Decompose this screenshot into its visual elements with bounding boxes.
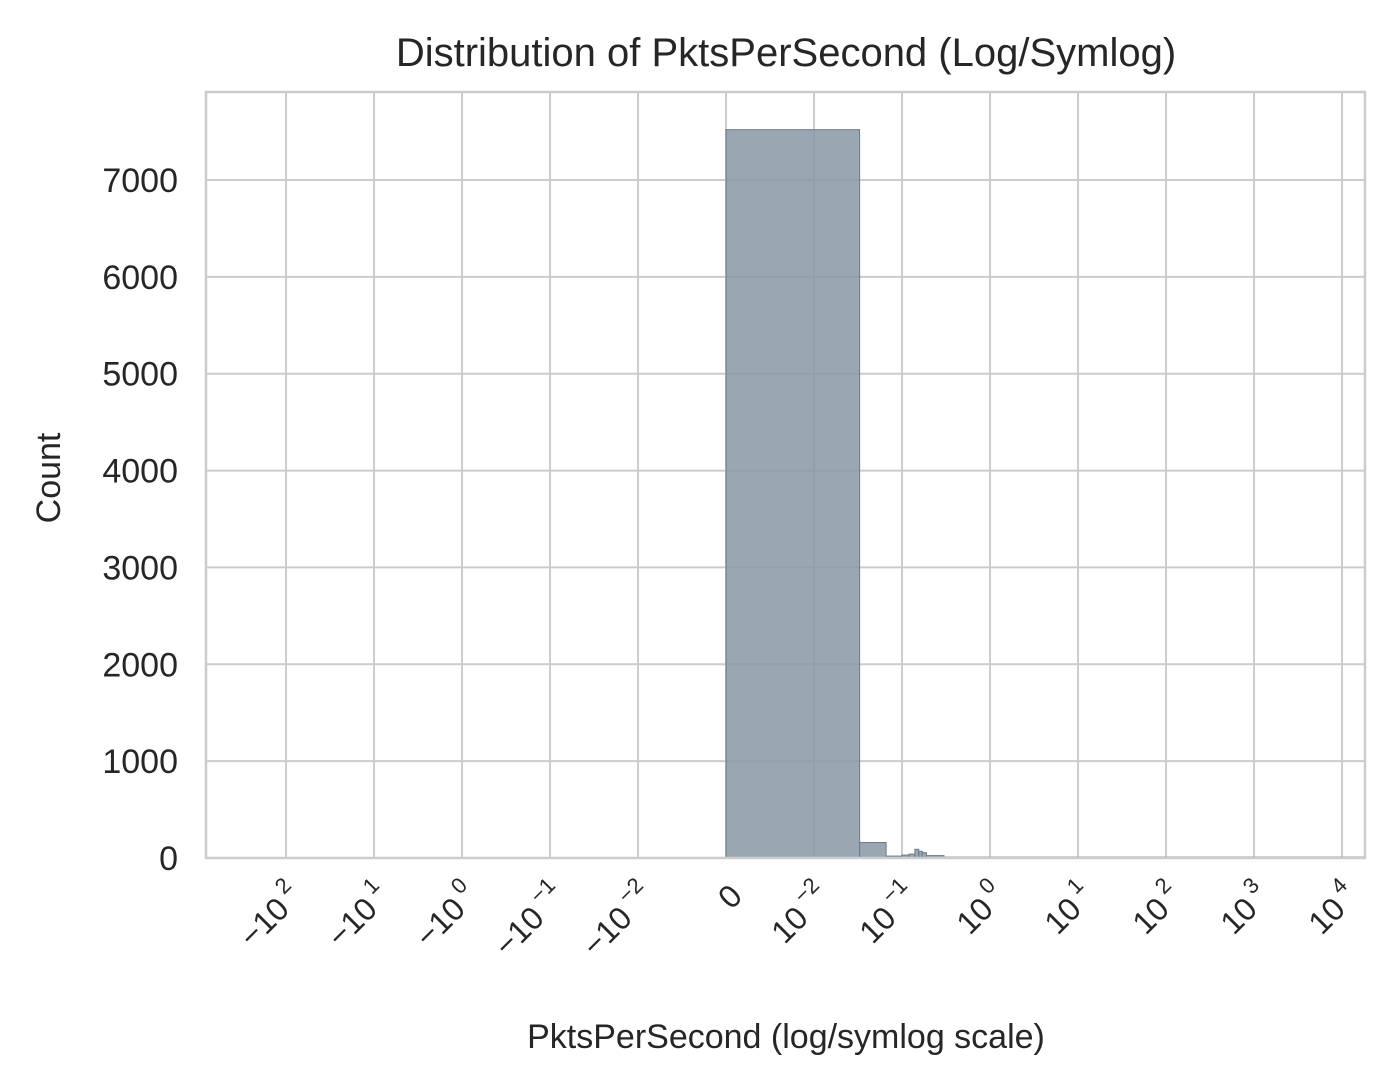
x-tick-label: 10 0 [944, 872, 1013, 941]
svg-text:−10 −1: −10 −1 [482, 872, 573, 963]
svg-text:10 3: 10 3 [1208, 872, 1277, 941]
svg-text:10 2: 10 2 [1120, 872, 1189, 941]
y-tick-label: 0 [159, 840, 178, 878]
y-tick-label: 1000 [102, 743, 178, 781]
histogram-bar [725, 129, 861, 859]
x-tick-label: 10 4 [1296, 872, 1365, 941]
x-tick-label: 10 −1 [847, 872, 925, 950]
x-tick-label: 0 [711, 877, 749, 915]
x-axis-label: PktsPerSecond (log/symlog scale) [527, 1018, 1045, 1056]
x-tick-label: −10 −1 [482, 872, 573, 963]
x-tick-label: 10 3 [1208, 872, 1277, 941]
bars-layer [725, 129, 1366, 859]
svg-text:−10 0: −10 0 [403, 872, 485, 954]
histogram-bar [859, 842, 887, 859]
x-tick-label: 10 2 [1120, 872, 1189, 941]
histogram-bar [914, 848, 920, 859]
x-tick-label: −10 2 [227, 872, 309, 954]
svg-text:10 −2: 10 −2 [759, 872, 837, 950]
svg-text:10 1: 10 1 [1032, 872, 1101, 941]
x-tick-label: 10 1 [1032, 872, 1101, 941]
y-tick-label: 2000 [102, 646, 178, 684]
svg-text:−10 1: −10 1 [315, 872, 397, 954]
svg-text:10 4: 10 4 [1296, 872, 1365, 941]
x-tick-label: 10 −2 [759, 872, 837, 950]
chart-title: Distribution of PktsPerSecond (Log/Symlo… [396, 31, 1176, 75]
svg-text:10 −1: 10 −1 [847, 872, 925, 950]
svg-text:−10 2: −10 2 [227, 872, 309, 954]
x-tick-label: −10 0 [403, 872, 485, 954]
y-tick-label: 6000 [102, 259, 178, 297]
x-tick-labels: −10 2−10 1−10 0−10 −1−10 −2 0 10 −210 −1 10… [227, 872, 1365, 963]
svg-text:−10 −2: −10 −2 [570, 872, 661, 963]
y-tick-label: 5000 [102, 356, 178, 394]
svg-text:0: 0 [711, 877, 749, 915]
svg-text:10 0: 10 0 [944, 872, 1013, 941]
plot-frame [204, 90, 1367, 860]
y-tick-labels: 0 1000 2000 3000 4000 5000 6000 7000 [102, 162, 178, 878]
x-tick-label: −10 1 [315, 872, 397, 954]
y-tick-label: 4000 [102, 453, 178, 491]
y-tick-label: 3000 [102, 549, 178, 587]
x-tick-label: −10 −2 [570, 872, 661, 963]
y-tick-label: 7000 [102, 162, 178, 200]
y-axis-label: Count [30, 432, 68, 523]
